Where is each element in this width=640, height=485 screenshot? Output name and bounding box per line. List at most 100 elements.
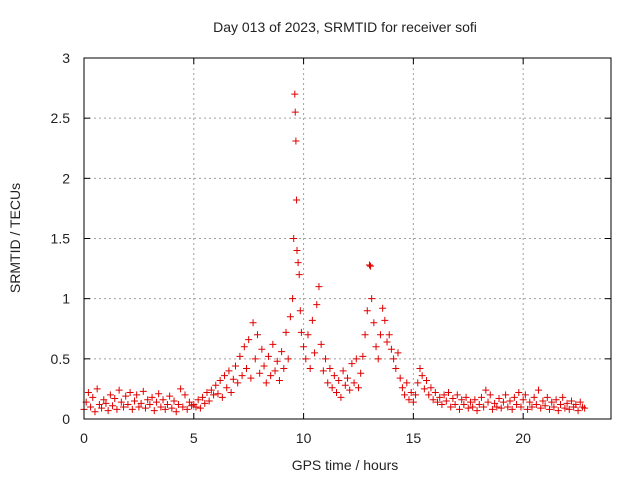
y-tick-label: 3	[62, 50, 70, 66]
data-point	[163, 401, 171, 409]
data-point	[541, 402, 549, 410]
data-point	[292, 137, 300, 145]
data-point	[267, 372, 275, 380]
data-point	[466, 398, 474, 406]
data-point	[526, 398, 534, 406]
data-point	[212, 381, 220, 389]
data-point	[535, 386, 543, 394]
data-point	[365, 261, 373, 269]
data-point	[308, 316, 316, 324]
data-point	[251, 355, 259, 363]
y-tick-label: 2	[62, 170, 70, 186]
data-point	[499, 398, 507, 406]
data-point	[497, 404, 505, 412]
data-point	[495, 395, 503, 403]
data-point	[335, 376, 343, 384]
data-point	[546, 405, 554, 413]
data-point	[420, 385, 428, 393]
data-point	[155, 390, 163, 398]
data-point	[567, 397, 575, 405]
data-point	[556, 401, 564, 409]
data-point	[115, 386, 123, 394]
data-point	[177, 385, 185, 393]
data-point	[144, 396, 152, 404]
plot-frame	[83, 57, 612, 420]
data-point	[294, 259, 302, 267]
data-point	[445, 389, 453, 397]
data-point	[543, 393, 551, 401]
data-point	[319, 367, 327, 375]
data-point	[326, 364, 334, 372]
data-point	[552, 396, 560, 404]
data-point	[521, 391, 529, 399]
data-point	[95, 401, 103, 409]
data-point	[148, 393, 156, 401]
data-point	[218, 393, 226, 401]
data-point	[387, 345, 395, 353]
data-point	[405, 396, 413, 404]
data-point	[442, 397, 450, 405]
data-point	[576, 398, 584, 406]
data-point	[563, 399, 571, 407]
data-point	[240, 343, 248, 351]
data-point	[172, 408, 180, 416]
data-point	[234, 379, 242, 387]
data-point	[480, 403, 488, 411]
data-point	[117, 398, 125, 406]
data-point	[146, 401, 154, 409]
data-point	[166, 392, 174, 400]
data-point	[561, 404, 569, 412]
data-point	[477, 393, 485, 401]
data-point	[174, 401, 182, 409]
data-point	[427, 384, 435, 392]
data-point	[157, 403, 165, 411]
data-point	[128, 405, 136, 413]
x-tick-label: 15	[406, 430, 422, 446]
data-point	[271, 367, 279, 375]
data-point	[453, 391, 461, 399]
data-point	[412, 391, 420, 399]
data-point	[304, 331, 312, 339]
data-point	[416, 364, 424, 372]
data-point	[346, 386, 354, 394]
data-point	[482, 386, 490, 394]
data-point	[350, 379, 358, 387]
data-point	[409, 398, 417, 406]
x-tick-label: 10	[296, 430, 312, 446]
data-point	[464, 404, 472, 412]
data-point	[359, 352, 367, 360]
data-point	[111, 395, 119, 403]
data-point	[207, 386, 215, 394]
data-point	[372, 343, 380, 351]
data-points	[80, 90, 589, 416]
data-point	[515, 389, 523, 397]
data-point	[199, 393, 207, 401]
data-point	[223, 384, 231, 392]
data-point	[484, 398, 492, 406]
y-tick-label: 0	[62, 411, 70, 427]
data-point	[348, 360, 356, 368]
data-point	[367, 262, 375, 270]
data-point	[282, 328, 290, 336]
data-point	[205, 397, 213, 405]
data-point	[201, 399, 209, 407]
data-point	[333, 389, 341, 397]
data-point	[137, 399, 145, 407]
data-point	[418, 372, 426, 380]
data-point	[253, 331, 261, 339]
data-point	[245, 336, 253, 344]
data-point	[379, 304, 387, 312]
data-point	[135, 403, 143, 411]
data-point	[258, 345, 266, 353]
data-point	[181, 391, 189, 399]
data-point	[275, 376, 283, 384]
data-point	[436, 393, 444, 401]
data-point	[572, 401, 580, 409]
data-point	[291, 90, 299, 98]
data-point	[242, 364, 250, 372]
data-point	[363, 307, 371, 315]
data-point	[455, 405, 463, 413]
data-point	[554, 407, 562, 415]
